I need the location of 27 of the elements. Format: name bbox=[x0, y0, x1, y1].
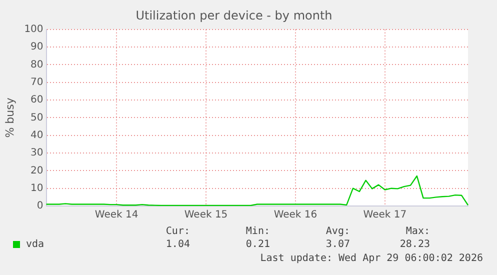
text: Avg: bbox=[324, 226, 350, 237]
text: 28.23 bbox=[398, 239, 430, 250]
text: Max: bbox=[404, 226, 430, 237]
text: 0.21 bbox=[244, 239, 270, 250]
text: Last update: Wed Apr 29 06:00:02 2026 bbox=[259, 253, 484, 264]
y-tick-label: 10 bbox=[30, 182, 44, 194]
y-tick-label: 30 bbox=[30, 148, 44, 159]
y-tick-label: 90 bbox=[30, 42, 44, 53]
text: 1.04 bbox=[164, 239, 190, 250]
y-tick-label: 80 bbox=[30, 59, 44, 70]
y-tick-label: 20 bbox=[30, 165, 44, 176]
y-tick-label: 60 bbox=[30, 94, 44, 106]
x-tick-label: Week 16 bbox=[274, 210, 318, 221]
y-axis-title: % busy bbox=[3, 97, 16, 138]
y-tick-label: 100 bbox=[24, 24, 44, 35]
x-tick-label: Week 15 bbox=[184, 210, 228, 221]
chart-title: Utilization per device - by month bbox=[136, 8, 332, 22]
text: Cur: bbox=[164, 226, 190, 237]
y-tick-label: 50 bbox=[30, 112, 44, 124]
x-tick-label: Week 14 bbox=[94, 210, 138, 221]
y-tick-label: 0 bbox=[36, 200, 44, 212]
x-tick-label: Week 17 bbox=[363, 210, 407, 221]
y-tick-label: 70 bbox=[30, 76, 44, 88]
y-tick-label: 40 bbox=[30, 130, 44, 141]
text: 3.07 bbox=[324, 239, 350, 250]
text: Min: bbox=[244, 226, 270, 237]
legend-label: vda bbox=[26, 239, 44, 250]
